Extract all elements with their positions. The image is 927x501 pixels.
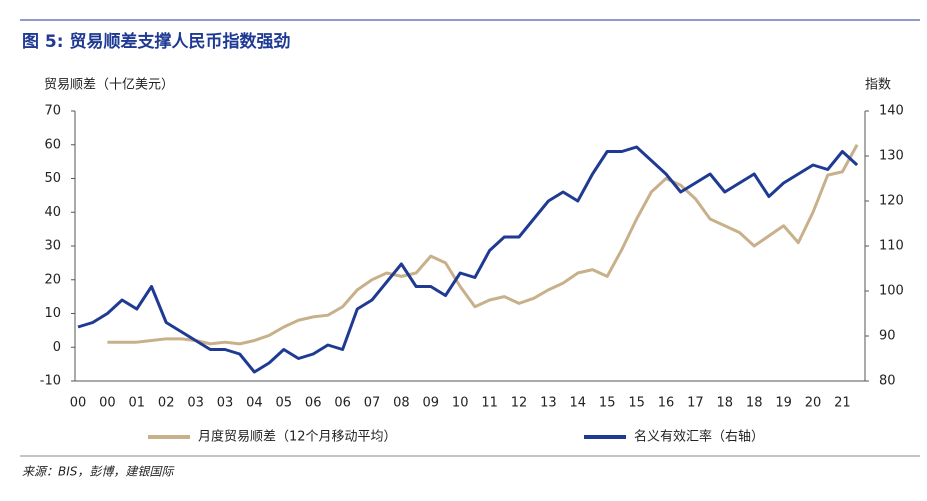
x-tick-label: 12 — [511, 396, 528, 411]
series-line — [77, 145, 859, 374]
x-tick-label: 15 — [599, 396, 616, 411]
x-tick-label: 02 — [158, 396, 175, 411]
x-tick-label: 20 — [805, 396, 822, 411]
x-tick-label: 15 — [628, 396, 645, 411]
legend-label: 名义有效汇率（右轴） — [634, 429, 764, 445]
x-tick-label: 00 — [70, 396, 87, 411]
x-tick-label: 03 — [217, 396, 234, 411]
x-tick-label: 04 — [246, 396, 263, 411]
x-tick-label: 06 — [305, 396, 322, 411]
y2-tick-label: 140 — [879, 104, 904, 119]
x-tick-label: 18 — [717, 396, 734, 411]
x-tick-label: 19 — [775, 396, 792, 411]
x-tick-label: 16 — [658, 396, 675, 411]
x-tick-label: 08 — [393, 396, 410, 411]
y2-tick-label: 120 — [879, 194, 904, 209]
x-tick-label: 10 — [452, 396, 469, 411]
x-tick-label: 07 — [364, 396, 381, 411]
x-tick-label: 00 — [99, 396, 116, 411]
x-tick-label: 17 — [687, 396, 704, 411]
x-tick-label: 01 — [129, 396, 146, 411]
source-note: 来源：BIS，彭博，建银国际 — [22, 465, 175, 479]
y-tick-label: 70 — [44, 104, 61, 119]
x-tick-label: 21 — [834, 396, 851, 411]
y-tick-label: 10 — [44, 306, 61, 321]
x-tick-label: 03 — [187, 396, 204, 411]
y2-tick-label: 90 — [879, 329, 896, 344]
y-tick-label: 40 — [44, 205, 61, 220]
y-tick-label: 60 — [44, 137, 61, 152]
legend-label: 月度贸易顺差（12个月移动平均） — [198, 429, 397, 445]
y2-axis-label: 指数 — [865, 78, 891, 93]
y-tick-label: 30 — [44, 239, 61, 254]
y2-tick-label: 80 — [879, 374, 896, 389]
x-tick-label: 13 — [540, 396, 557, 411]
y-tick-label: 50 — [44, 171, 61, 186]
x-tick-label: 06 — [334, 396, 351, 411]
y2-tick-label: 100 — [879, 284, 904, 299]
y-tick-label: 20 — [44, 272, 61, 287]
y-tick-label: 0 — [53, 340, 61, 355]
series-line — [107, 144, 859, 346]
y2-tick-label: 110 — [879, 239, 904, 254]
y-tick-label: -10 — [40, 374, 61, 389]
x-tick-label: 09 — [423, 396, 440, 411]
x-tick-label: 05 — [276, 396, 293, 411]
x-tick-label: 11 — [481, 396, 498, 411]
y2-tick-label: 130 — [879, 149, 904, 164]
y-axis-label: 贸易顺差（十亿美元） — [44, 78, 174, 93]
x-tick-label: 14 — [570, 396, 587, 411]
chart-title: 图 5: 贸易顺差支撑人民币指数强劲 — [22, 31, 290, 52]
x-tick-label: 18 — [746, 396, 763, 411]
